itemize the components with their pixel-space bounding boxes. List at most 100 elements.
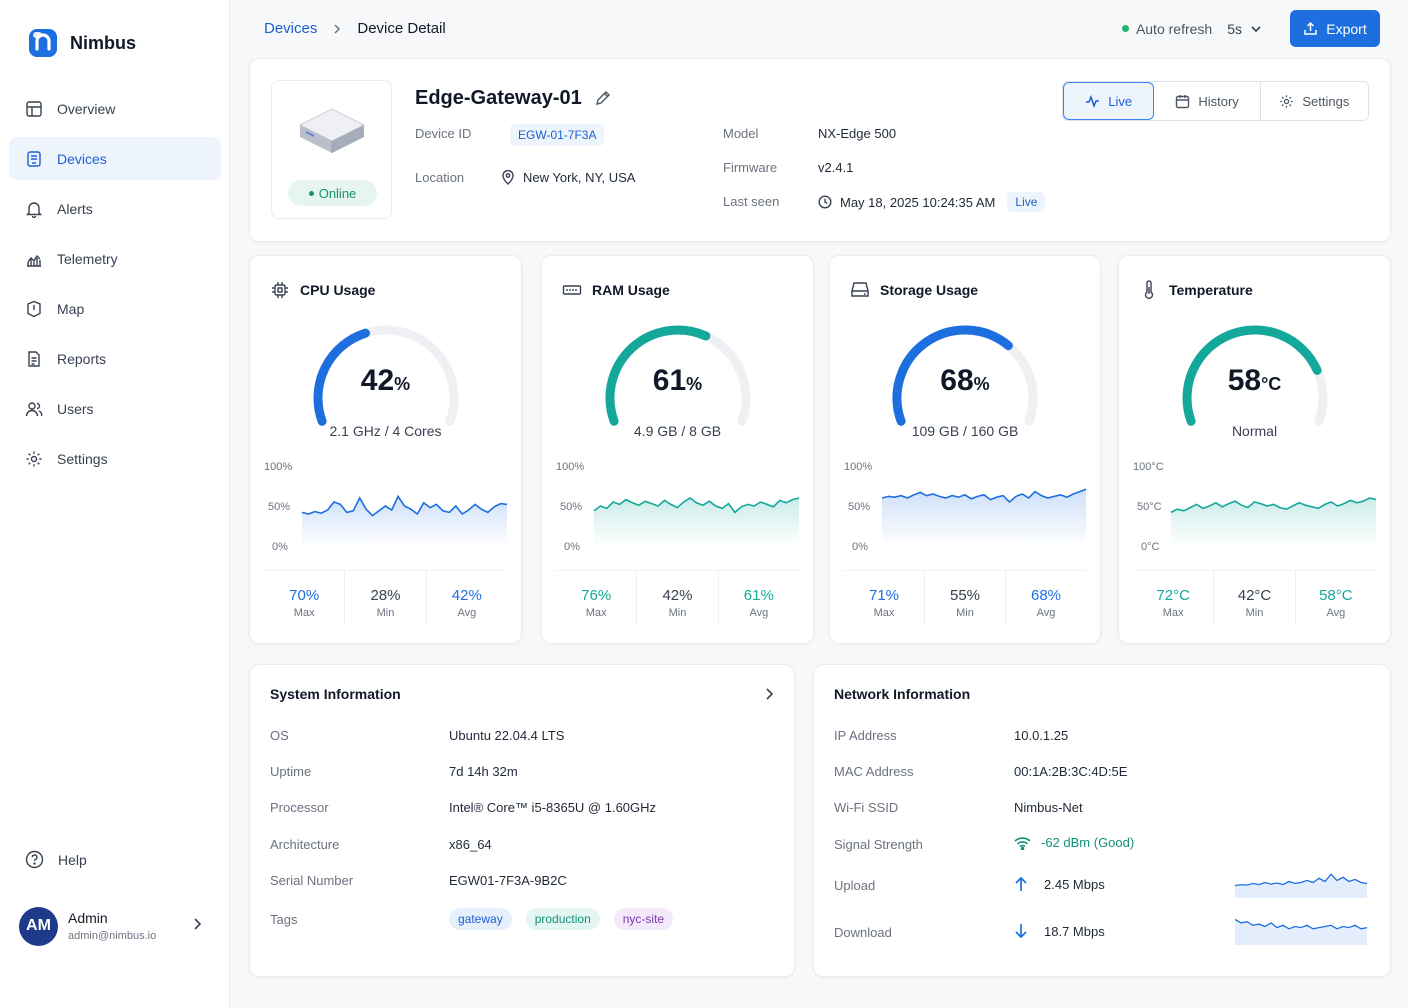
axis-label-mid: 50% bbox=[268, 501, 290, 513]
storage-title: Storage Usage bbox=[850, 280, 978, 300]
ip-address-value: 10.0.1.25 bbox=[1014, 728, 1069, 743]
stat-value: 70% bbox=[289, 587, 320, 604]
refresh-interval-select[interactable]: 5s bbox=[1227, 20, 1242, 37]
sidebar-item-overview[interactable]: Overview bbox=[9, 87, 221, 130]
sidebar-item-users[interactable]: Users bbox=[9, 387, 221, 430]
thermometer-icon bbox=[1144, 280, 1154, 300]
stat-label: Avg bbox=[457, 607, 477, 619]
sparkline-area bbox=[882, 489, 1086, 546]
tab-settings[interactable]: Settings bbox=[1261, 82, 1368, 120]
sidebar-item-label: Map bbox=[57, 300, 85, 317]
ram-title-text: RAM Usage bbox=[592, 282, 670, 298]
wifi-ssid-value: Nimbus-Net bbox=[1014, 800, 1083, 815]
ip-address-label: IP Address bbox=[834, 728, 897, 743]
axis-label-max: 100% bbox=[844, 461, 872, 473]
device-icon bbox=[27, 150, 41, 167]
ram-value-unit: % bbox=[686, 374, 703, 394]
model-value: NX-Edge 500 bbox=[818, 126, 897, 141]
device-image: Online bbox=[271, 80, 392, 219]
device-id-chip[interactable]: EGW-01-7F3A bbox=[510, 124, 605, 146]
gateway-device-icon bbox=[298, 105, 366, 153]
user-name: Admin bbox=[68, 910, 108, 926]
gauge-fill bbox=[1182, 325, 1322, 426]
user-email: admin@nimbus.io bbox=[68, 930, 157, 942]
stat-value: 72°C bbox=[1156, 587, 1190, 604]
temperature-value-number: 58 bbox=[1227, 364, 1262, 397]
cpu-value-number: 42 bbox=[360, 364, 395, 397]
chevron-right-icon bbox=[334, 23, 341, 34]
system-information-card: System Information OS Ubuntu 22.04.4 LTS… bbox=[249, 664, 795, 977]
breadcrumb-devices[interactable]: Devices bbox=[264, 20, 318, 37]
stat-label: Max bbox=[293, 607, 315, 619]
cpu-value: 42% bbox=[250, 364, 521, 398]
stat-label: Max bbox=[873, 607, 895, 619]
sparkline-line bbox=[1170, 497, 1377, 514]
stat-value: 42°C bbox=[1237, 587, 1272, 604]
axis-label-max: 100% bbox=[264, 461, 292, 473]
sidebar-item-devices[interactable]: Devices bbox=[9, 137, 221, 180]
sidebar-item-map[interactable]: Map bbox=[9, 287, 221, 330]
stat-avg: 68% Avg bbox=[1006, 571, 1086, 626]
sidebar-item-alerts[interactable]: Alerts bbox=[9, 187, 221, 230]
cpu-detail: 2.1 GHz / 4 Cores bbox=[329, 423, 442, 439]
storage-title-text: Storage Usage bbox=[880, 282, 979, 298]
status-badge: Online bbox=[288, 180, 377, 206]
last-seen-text: May 18, 2025 10:24:35 AM bbox=[840, 194, 996, 210]
stat-value: 61% bbox=[743, 587, 774, 604]
brand[interactable]: Nimbus bbox=[28, 28, 136, 58]
ram-value: 61% bbox=[542, 364, 813, 398]
stat-min: 55% Min bbox=[925, 571, 1006, 626]
tags-label: Tags bbox=[270, 912, 298, 927]
upload-icon bbox=[1304, 21, 1318, 35]
storage-value-unit: % bbox=[973, 374, 990, 394]
temperature-sparkline: 100°C 50°C 0°C bbox=[1133, 461, 1377, 553]
wifi-icon bbox=[1014, 836, 1031, 850]
sparkline-line bbox=[593, 497, 800, 514]
tag-production[interactable]: production bbox=[525, 908, 600, 930]
users-icon bbox=[25, 401, 43, 416]
help-link[interactable]: Help bbox=[25, 850, 87, 869]
axis-label-mid: 50°C bbox=[1137, 501, 1162, 513]
cpu-title-text: CPU Usage bbox=[300, 282, 376, 298]
sidebar-item-settings[interactable]: Settings bbox=[9, 437, 221, 480]
activity-icon bbox=[1086, 94, 1100, 108]
uptime-value: 7d 14h 32m bbox=[449, 764, 518, 779]
ram-gauge bbox=[605, 325, 750, 426]
axis-label-min: 0% bbox=[852, 541, 868, 553]
edit-pencil-icon[interactable] bbox=[594, 90, 611, 107]
export-button[interactable]: Export bbox=[1290, 10, 1380, 47]
system-information-title: System Information bbox=[270, 686, 401, 702]
nimbus-logo-icon bbox=[29, 29, 57, 57]
sidebar-item-telemetry[interactable]: Telemetry bbox=[9, 237, 221, 280]
header-actions: Auto refresh 5s Export bbox=[1121, 10, 1380, 47]
model-label: Model bbox=[723, 126, 759, 141]
upload-label: Upload bbox=[834, 878, 876, 893]
sparkline-line bbox=[301, 494, 508, 517]
tab-history[interactable]: History bbox=[1154, 82, 1261, 120]
sparkline-area bbox=[1171, 498, 1376, 546]
tag-nyc-site[interactable]: nyc-site bbox=[613, 908, 674, 930]
stat-value: 68% bbox=[1030, 587, 1062, 604]
signal-strength-value: -62 dBm (Good) bbox=[1014, 835, 1134, 850]
sidebar-nav: Overview Devices Alerts Telemetry Map Re… bbox=[9, 87, 221, 487]
sidebar-item-reports[interactable]: Reports bbox=[9, 337, 221, 380]
tag-gateway[interactable]: gateway bbox=[449, 908, 512, 930]
stat-label: Min bbox=[376, 607, 395, 619]
chevron-down-icon[interactable] bbox=[1250, 23, 1262, 35]
stat-value: 71% bbox=[868, 587, 900, 604]
cpu-gauge bbox=[313, 325, 458, 426]
stat-min: 42°C Min bbox=[1214, 571, 1296, 626]
user-menu[interactable]: AM Admin admin@nimbus.io bbox=[19, 905, 214, 947]
sidebar-item-label: Alerts bbox=[57, 200, 93, 217]
view-mode-toggle: Live History Settings bbox=[1062, 81, 1369, 121]
location-pin-icon bbox=[502, 170, 514, 185]
breadcrumb: Devices Device Detail bbox=[264, 20, 446, 37]
stat-value: 28% bbox=[370, 587, 401, 604]
axis-label-min: 0% bbox=[564, 541, 580, 553]
chevron-right-icon[interactable] bbox=[762, 687, 776, 701]
download-label: Download bbox=[834, 925, 892, 940]
ram-title: RAM Usage bbox=[562, 280, 670, 300]
device-name: Edge-Gateway-01 bbox=[415, 87, 611, 110]
tab-live[interactable]: Live bbox=[1063, 82, 1155, 120]
brand-name: Nimbus bbox=[70, 32, 137, 53]
